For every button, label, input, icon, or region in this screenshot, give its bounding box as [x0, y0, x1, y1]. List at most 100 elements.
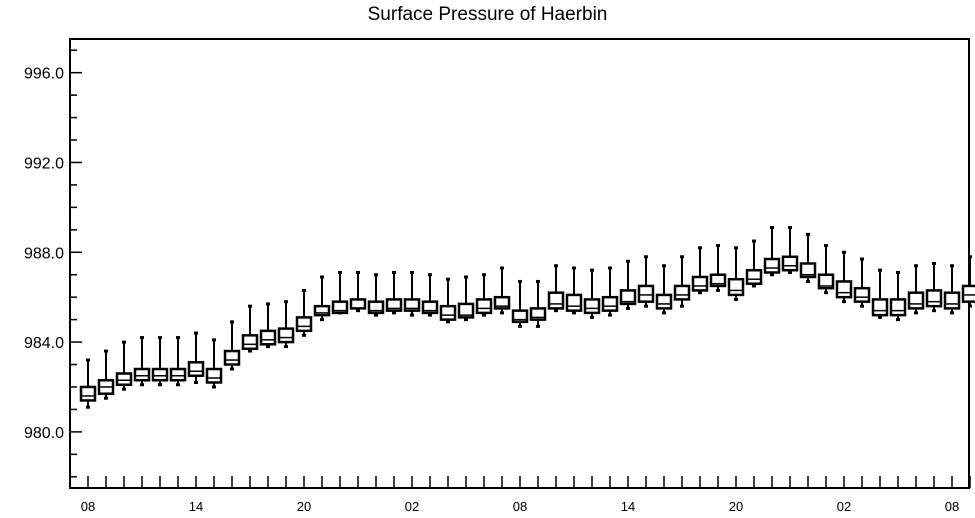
- x-tick-label: 20: [297, 499, 311, 514]
- box-item: [349, 270, 367, 313]
- box-item: [133, 336, 151, 387]
- box-item: [907, 264, 925, 315]
- box-item: [547, 264, 565, 313]
- box-item: [439, 277, 457, 324]
- box-item: [871, 268, 889, 319]
- box-item: [961, 255, 975, 308]
- box-body: [817, 273, 835, 290]
- box-body: [223, 349, 241, 366]
- box-item: [403, 270, 421, 317]
- box-body: [601, 295, 619, 312]
- box-body: [133, 367, 151, 382]
- box-item: [493, 266, 511, 315]
- box-body: [529, 307, 547, 321]
- box-body: [889, 298, 907, 317]
- box-body: [583, 298, 601, 315]
- x-tick-label: 14: [621, 499, 635, 514]
- box-body: [691, 275, 709, 292]
- box-item: [817, 244, 835, 295]
- box-item: [187, 331, 205, 384]
- box-item: [295, 288, 313, 337]
- box-item: [241, 304, 259, 353]
- box-body: [673, 284, 691, 301]
- y-tick-label: 992.0: [24, 155, 64, 172]
- box-body: [187, 361, 205, 377]
- box-body: [799, 262, 817, 279]
- box-item: [943, 264, 961, 315]
- box-item: [511, 279, 529, 328]
- box-body: [655, 293, 673, 310]
- box-body: [385, 298, 403, 312]
- box-body: [925, 289, 943, 308]
- x-tick-label: 08: [513, 499, 527, 514]
- y-tick-label: 988.0: [24, 245, 64, 262]
- box-item: [619, 259, 637, 310]
- box-body: [943, 291, 961, 310]
- box-item: [457, 275, 475, 322]
- box-item: [385, 270, 403, 315]
- box-item: [79, 358, 97, 409]
- box-body: [763, 257, 781, 274]
- box-item: [529, 279, 547, 328]
- box-item: [169, 336, 187, 387]
- box-item: [655, 264, 673, 315]
- box-item: [151, 336, 169, 387]
- x-tick-label: 20: [729, 499, 743, 514]
- box-item: [745, 239, 763, 288]
- box-series: [79, 226, 975, 409]
- box-body: [241, 334, 259, 351]
- x-axis: 08 14 20 02 08 14 20 02 08: [81, 476, 971, 514]
- box-body: [781, 255, 799, 272]
- box-body: [277, 327, 295, 344]
- box-item: [889, 270, 907, 322]
- box-body: [493, 295, 511, 310]
- box-item: [223, 320, 241, 371]
- x-tick-label: 02: [405, 499, 419, 514]
- y-tick-label: 980.0: [24, 425, 64, 442]
- y-tick-label: 996.0: [24, 66, 64, 83]
- box-item: [277, 300, 295, 349]
- box-body: [421, 300, 439, 315]
- chart-title: Surface Pressure of Haerbin: [367, 4, 608, 25]
- box-body: [637, 284, 655, 303]
- box-item: [781, 226, 799, 274]
- box-item: [421, 273, 439, 317]
- box-body: [709, 273, 727, 288]
- box-body: [439, 304, 457, 321]
- box-item: [709, 244, 727, 292]
- box-item: [583, 268, 601, 319]
- box-body: [367, 300, 385, 315]
- box-body: [727, 277, 745, 297]
- box-body: [259, 329, 277, 346]
- box-item: [115, 340, 133, 391]
- x-tick-label: 08: [81, 499, 95, 514]
- box-body: [511, 309, 529, 324]
- box-body: [169, 367, 187, 382]
- box-item: [835, 250, 853, 304]
- box-item: [97, 349, 115, 400]
- box-item: [673, 255, 691, 308]
- x-tick-label: 02: [837, 499, 851, 514]
- x-tick-label: 08: [945, 499, 959, 514]
- box-body: [565, 293, 583, 312]
- box-item: [853, 257, 871, 308]
- box-item: [331, 270, 349, 315]
- box-body: [79, 385, 97, 402]
- box-item: [367, 273, 385, 317]
- box-body: [871, 298, 889, 317]
- box-item: [727, 246, 745, 301]
- box-item: [313, 275, 331, 322]
- box-body: [457, 302, 475, 319]
- box-item: [259, 302, 277, 349]
- box-body: [961, 284, 975, 303]
- box-item: [637, 255, 655, 308]
- box-body: [151, 367, 169, 382]
- box-body: [475, 298, 493, 315]
- box-item: [601, 266, 619, 317]
- box-body: [547, 291, 565, 310]
- box-item: [799, 232, 817, 283]
- box-body: [295, 316, 313, 333]
- box-item: [475, 273, 493, 317]
- box-body: [853, 286, 871, 303]
